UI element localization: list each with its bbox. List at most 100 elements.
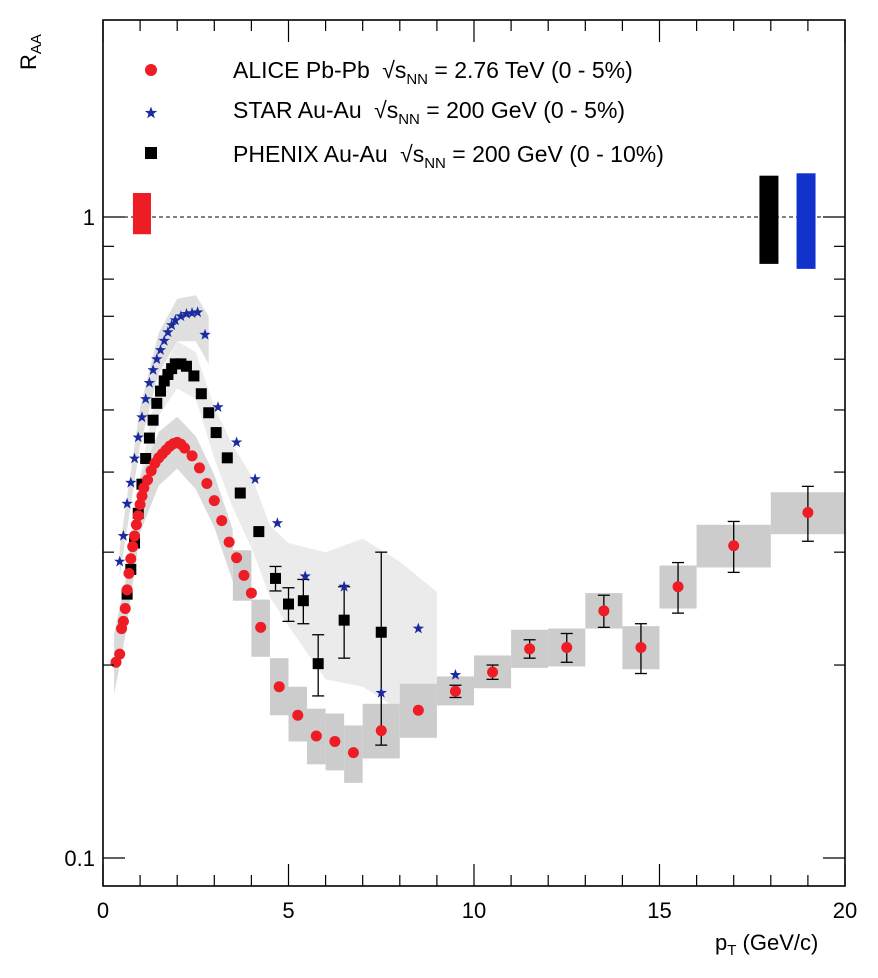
star-data-point: [191, 306, 204, 318]
alice-data-point: [561, 642, 573, 654]
alice-data-point: [216, 515, 228, 527]
alice-data-point: [117, 615, 129, 627]
phenix-data-point: [162, 368, 174, 380]
phenix-data-point: [270, 572, 282, 584]
alice-data-point: [347, 747, 359, 759]
legend-entry-phenix: PHENIX Au-Au √sNN = 200 GeV (0 - 10%): [145, 141, 664, 172]
alice-data-point: [273, 681, 285, 693]
phenix-data-point: [297, 595, 309, 607]
star-data-point: [143, 376, 156, 388]
alice-data-point: [208, 495, 220, 507]
alice-data-point: [125, 553, 137, 565]
legend-entry-alice: ALICE Pb-Pb √sNN = 2.76 TeV (0 - 5%): [145, 57, 633, 88]
star-data-point: [125, 476, 137, 488]
legend-marker-alice: [145, 64, 157, 76]
star-data-point: [271, 517, 284, 528]
alice-data-point: [238, 569, 250, 581]
phenix-syst-band: [127, 341, 437, 719]
star-data-point: [117, 529, 130, 541]
phenix-data-point: [158, 375, 170, 387]
legend-sqrt-symbol: √: [400, 141, 413, 167]
alice-data-point: [310, 730, 322, 742]
alice-data-point: [412, 704, 424, 716]
alice-data-point: [487, 666, 499, 678]
legend-marker-phenix: [145, 147, 157, 159]
star-data-point: [449, 669, 462, 680]
y-tick-label: 1: [83, 205, 95, 230]
star-data-point: [299, 570, 311, 582]
star-data-point: [132, 431, 144, 443]
alice-data-point: [223, 536, 235, 548]
legend-entry-star: STAR Au-Au √sNN = 200 GeV (0 - 5%): [144, 97, 625, 128]
alice-data-point: [129, 530, 141, 542]
alice-data-point: [136, 490, 148, 502]
alice-data-point: [142, 474, 154, 486]
star-data-point: [165, 319, 178, 330]
star-data-point: [121, 497, 133, 509]
alice-data-point: [130, 519, 142, 531]
legend-marker-star: [144, 106, 158, 119]
star-data-point: [162, 326, 174, 338]
star-data-point: [136, 411, 148, 423]
phenix-data-point: [338, 614, 350, 626]
star-data-point: [249, 473, 261, 484]
phenix-data-point: [210, 427, 222, 439]
star-data-point: [147, 364, 159, 375]
star-data-point: [140, 393, 152, 404]
star-data-point: [151, 353, 163, 365]
alice-data-point: [245, 587, 257, 599]
alice-data-point: [255, 621, 267, 633]
alice-data-point: [329, 735, 341, 747]
legend-label-alice: ALICE Pb-Pb √sNN = 2.76 TeV (0 - 5%): [233, 57, 633, 88]
star-data-point: [230, 436, 243, 448]
phenix-data-point: [180, 360, 192, 372]
star-data-point: [169, 314, 182, 326]
star-data-point: [128, 452, 141, 464]
legend-label-star: STAR Au-Au √sNN = 200 GeV (0 - 5%): [233, 97, 625, 128]
alice-data-point: [802, 506, 814, 518]
star-data-point: [114, 555, 126, 567]
x-tick-label: 10: [462, 898, 486, 923]
x-tick-label: 15: [647, 898, 671, 923]
phenix-data-point: [221, 452, 233, 464]
legend-sqrt-symbol: √: [382, 57, 395, 83]
alice-data-point: [201, 477, 213, 489]
alice-data-point: [672, 581, 684, 593]
phenix-data-point: [375, 626, 387, 638]
alice-data-point: [524, 643, 536, 655]
normalization-box-star: [796, 173, 816, 269]
alice-data-point: [179, 442, 191, 454]
phenix-data-point: [188, 370, 200, 382]
star-data-point: [154, 344, 167, 355]
legend-label-phenix: PHENIX Au-Au √sNN = 200 GeV (0 - 10%): [233, 141, 664, 172]
phenix-data-point: [151, 397, 163, 409]
normalization-box-phenix: [759, 175, 779, 264]
phenix-data-point: [195, 388, 207, 400]
y-tick-label: 0.1: [64, 846, 95, 871]
star-data-point: [175, 310, 187, 322]
legend-sqrt-symbol: √: [374, 97, 387, 123]
normalization-box-alice: [132, 193, 151, 235]
alice-data-point: [127, 541, 139, 553]
alice-data-point: [231, 552, 243, 564]
alice-data-point: [132, 510, 144, 522]
alice-data-point: [598, 605, 610, 617]
star-data-point: [180, 307, 193, 319]
phenix-data-point: [175, 358, 187, 370]
star-data-point: [186, 307, 198, 318]
y-axis-title: RAA: [16, 34, 45, 70]
phenix-data-point: [253, 526, 265, 538]
phenix-data-point: [140, 452, 152, 464]
star-data-point: [158, 334, 170, 346]
phenix-data-point: [283, 598, 294, 610]
alice-data-point: [635, 642, 647, 654]
alice-data-point: [121, 584, 133, 596]
alice-data-point: [119, 603, 131, 615]
alice-data-point: [449, 685, 461, 697]
alice-data-point: [728, 540, 740, 552]
phenix-data-point: [234, 487, 246, 499]
star-data-point: [338, 580, 350, 592]
alice-data-point: [114, 648, 126, 660]
phenix-data-point: [155, 385, 167, 397]
